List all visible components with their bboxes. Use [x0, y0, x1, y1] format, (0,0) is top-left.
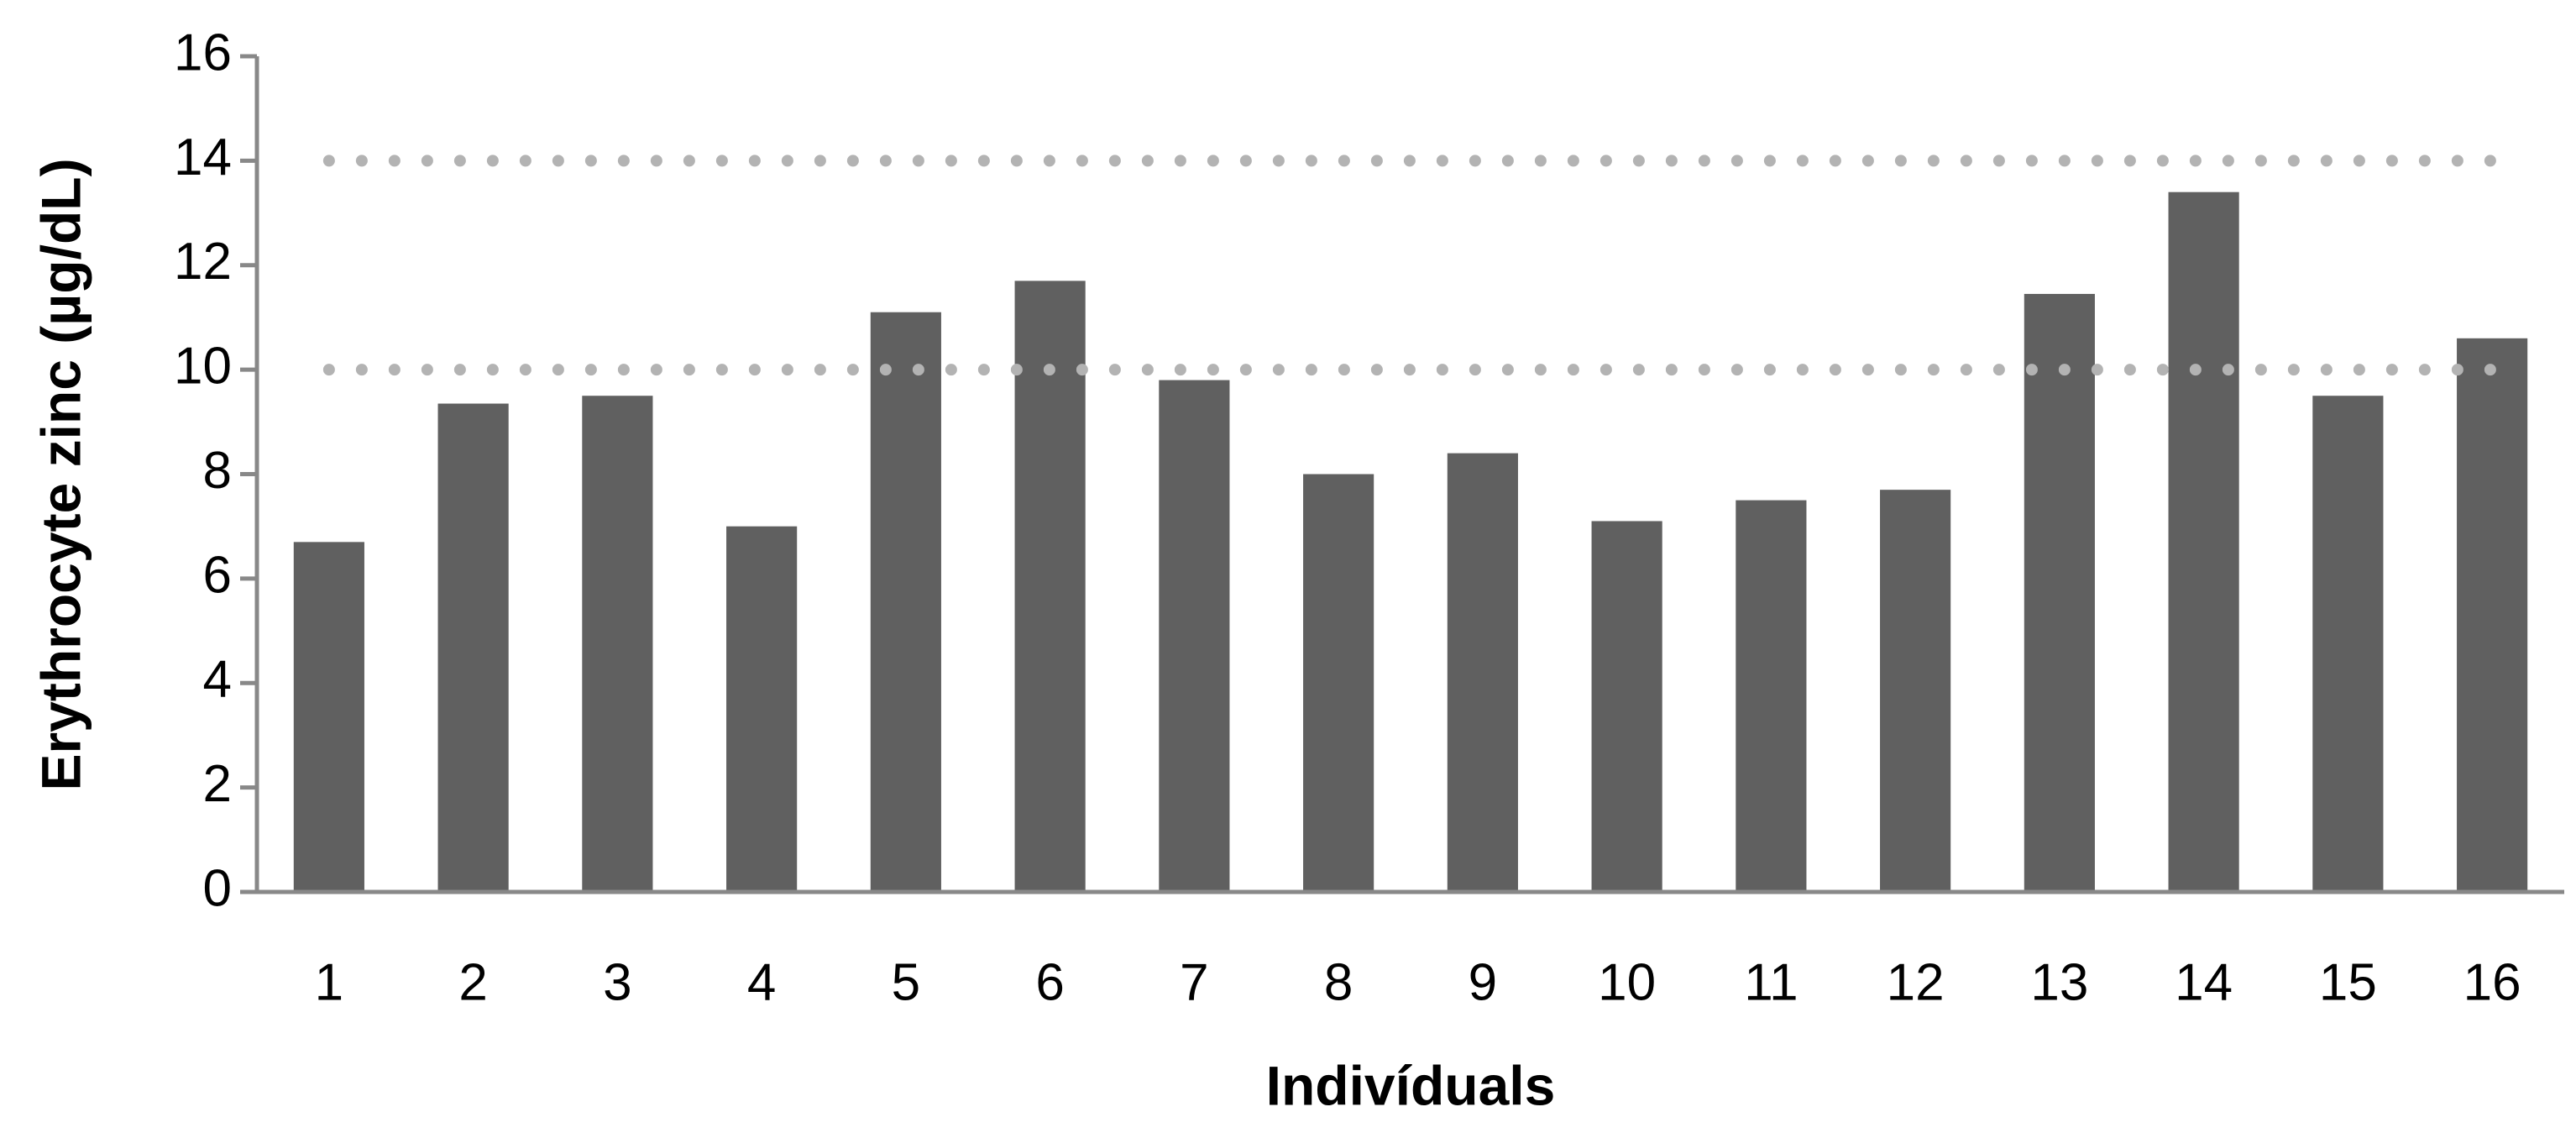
bar — [293, 542, 364, 892]
x-tick-label: 9 — [1469, 953, 1497, 1011]
x-tick-label: 4 — [747, 953, 776, 1011]
y-tick-label: 10 — [174, 338, 232, 396]
y-tick-label: 16 — [174, 24, 232, 81]
x-tick-label: 13 — [2030, 953, 2088, 1011]
bar — [1880, 490, 1951, 892]
x-tick-label: 5 — [892, 953, 920, 1011]
bar — [1303, 474, 1374, 892]
x-axis-title: Indivíduals — [1266, 1054, 1556, 1116]
bar — [870, 312, 941, 892]
bar — [2457, 338, 2528, 892]
x-tick-label: 14 — [2175, 953, 2233, 1011]
x-tick-label: 8 — [1324, 953, 1353, 1011]
y-tick-label: 4 — [203, 651, 232, 709]
y-tick-label: 8 — [203, 442, 232, 500]
bar — [1159, 380, 1230, 892]
bar — [726, 526, 798, 892]
bar — [437, 403, 509, 892]
bar — [1447, 453, 1518, 892]
y-tick-label: 14 — [174, 129, 232, 186]
x-tick-label: 11 — [1744, 953, 1798, 1011]
y-tick-label: 0 — [203, 859, 232, 917]
bar — [1591, 521, 1662, 892]
bar — [1014, 281, 1086, 892]
x-tick-label: 2 — [458, 953, 487, 1011]
x-tick-label: 7 — [1180, 953, 1208, 1011]
bar — [2024, 293, 2095, 892]
bar — [582, 396, 653, 892]
y-tick-label: 12 — [174, 233, 232, 291]
x-tick-label: 10 — [1598, 953, 1656, 1011]
y-tick-label: 6 — [203, 546, 232, 604]
bar — [2312, 396, 2384, 892]
y-tick-label: 2 — [203, 755, 232, 813]
x-tick-label: 12 — [1887, 953, 1945, 1011]
x-tick-label: 16 — [2463, 953, 2521, 1011]
bar — [2168, 191, 2239, 892]
bar — [1736, 500, 1807, 892]
x-tick-label: 15 — [2319, 953, 2377, 1011]
x-tick-label: 1 — [315, 953, 343, 1011]
y-axis-title: Erythrocyte zinc (µg/dL) — [29, 158, 92, 790]
x-tick-label: 6 — [1035, 953, 1064, 1011]
x-tick-label: 3 — [603, 953, 631, 1011]
